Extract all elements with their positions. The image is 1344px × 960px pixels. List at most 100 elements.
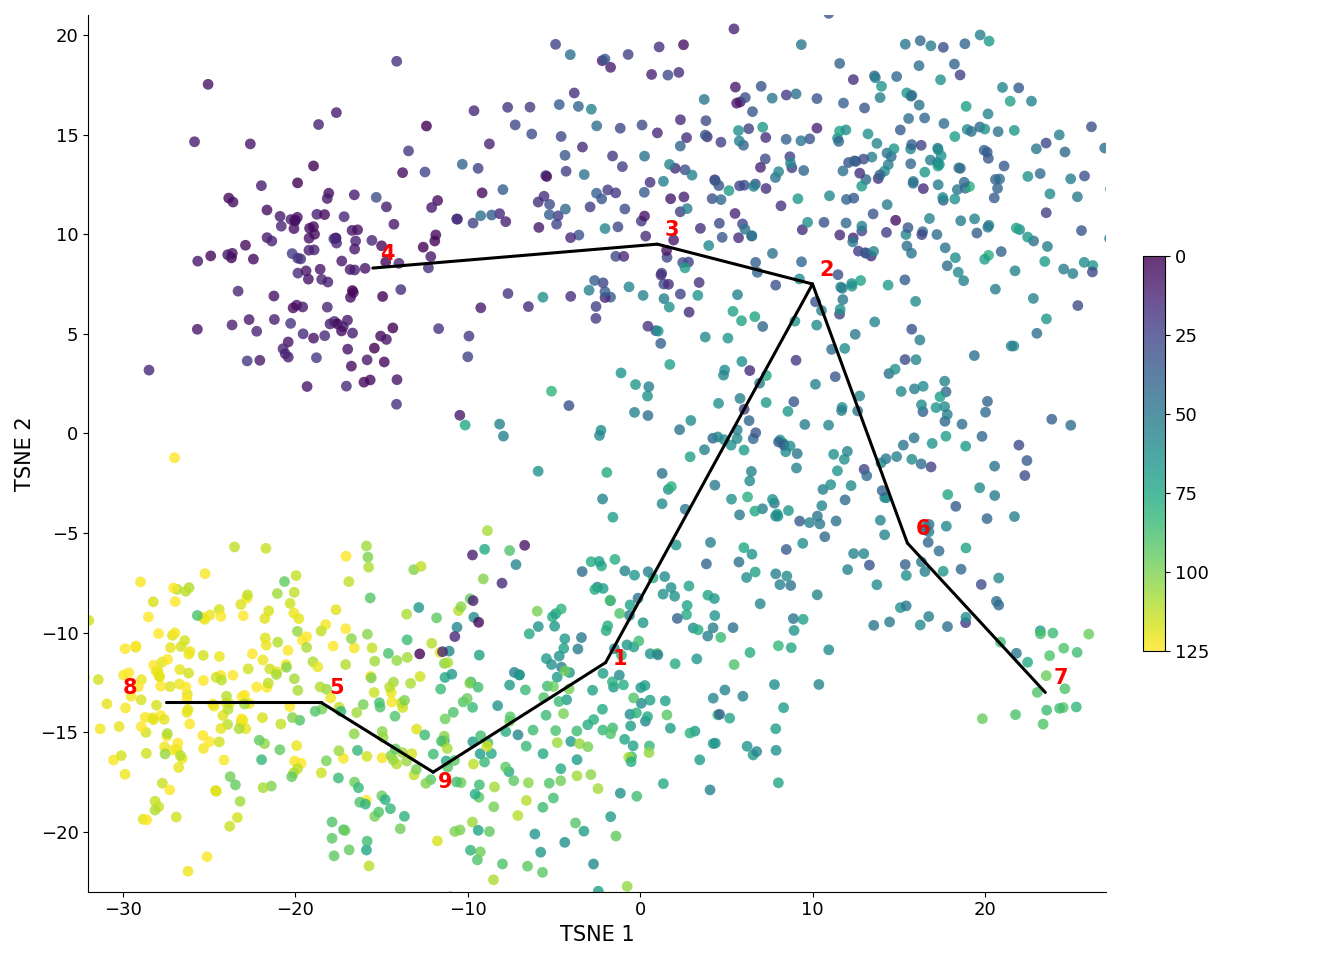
Point: [825, 514, 847, 529]
Point: [741, 228, 762, 244]
Point: [710, 630, 731, 645]
Point: [551, 129, 573, 144]
Point: [1008, 438, 1030, 453]
Point: [286, 209, 308, 225]
Point: [547, 208, 569, 224]
Point: [1016, 453, 1038, 468]
Point: [524, 827, 546, 842]
Point: [621, 754, 642, 769]
Point: [723, 657, 745, 672]
Point: [507, 808, 528, 824]
Point: [284, 212, 305, 228]
Point: [542, 610, 563, 625]
Point: [956, 610, 977, 625]
Point: [828, 267, 849, 282]
Point: [375, 792, 396, 807]
Point: [624, 405, 645, 420]
Point: [343, 285, 364, 300]
Point: [504, 664, 526, 680]
Point: [918, 609, 939, 624]
Point: [280, 316, 301, 331]
Point: [630, 696, 652, 711]
Point: [497, 100, 519, 115]
Point: [583, 712, 605, 728]
Point: [591, 559, 613, 574]
Point: [866, 135, 887, 151]
Point: [234, 687, 255, 703]
Point: [781, 160, 802, 176]
Point: [874, 490, 895, 505]
Point: [870, 513, 891, 528]
Point: [810, 498, 832, 514]
Point: [564, 815, 586, 830]
Point: [871, 79, 892, 94]
Point: [469, 746, 491, 761]
Point: [929, 543, 950, 559]
Point: [148, 799, 169, 814]
Point: [446, 775, 468, 790]
Point: [790, 254, 812, 270]
Point: [703, 620, 724, 636]
Point: [528, 619, 550, 635]
Point: [954, 36, 976, 52]
Point: [219, 769, 241, 784]
Point: [527, 464, 548, 479]
Point: [577, 739, 598, 755]
Point: [426, 833, 448, 849]
Point: [142, 712, 164, 728]
Point: [258, 676, 280, 691]
Point: [720, 438, 742, 453]
Point: [855, 246, 876, 261]
Point: [896, 238, 918, 253]
Point: [956, 99, 977, 114]
Point: [319, 185, 340, 201]
Point: [341, 325, 363, 341]
Point: [1003, 338, 1024, 353]
Point: [593, 722, 614, 737]
Text: 4: 4: [380, 244, 394, 264]
Point: [364, 341, 386, 356]
Point: [841, 276, 863, 291]
Point: [581, 554, 602, 569]
Point: [453, 694, 474, 709]
Point: [238, 696, 259, 711]
Point: [871, 483, 892, 498]
Point: [340, 290, 362, 305]
Point: [499, 713, 520, 729]
Point: [613, 677, 634, 692]
Point: [370, 328, 391, 344]
Point: [914, 522, 935, 538]
Point: [574, 167, 595, 182]
Point: [708, 178, 730, 193]
Point: [732, 688, 754, 704]
Point: [1035, 205, 1056, 221]
Point: [630, 213, 652, 228]
Point: [164, 594, 185, 610]
Point: [507, 0, 528, 7]
Point: [414, 164, 435, 180]
Point: [255, 637, 277, 653]
Point: [144, 794, 165, 809]
Point: [813, 215, 835, 230]
Point: [679, 449, 700, 465]
Point: [335, 657, 356, 672]
Point: [727, 230, 749, 246]
Point: [985, 281, 1007, 297]
Point: [876, 225, 898, 240]
Point: [356, 833, 378, 849]
Point: [446, 619, 468, 635]
Point: [883, 141, 905, 156]
Point: [927, 177, 949, 192]
Point: [605, 249, 626, 264]
Point: [610, 785, 632, 801]
Point: [396, 754, 418, 769]
Point: [933, 116, 954, 132]
Point: [640, 692, 661, 708]
Point: [594, 290, 616, 305]
Point: [145, 663, 167, 679]
Point: [386, 653, 407, 668]
Point: [355, 261, 376, 276]
Point: [383, 217, 405, 232]
Point: [966, 226, 988, 241]
Point: [978, 248, 1000, 263]
